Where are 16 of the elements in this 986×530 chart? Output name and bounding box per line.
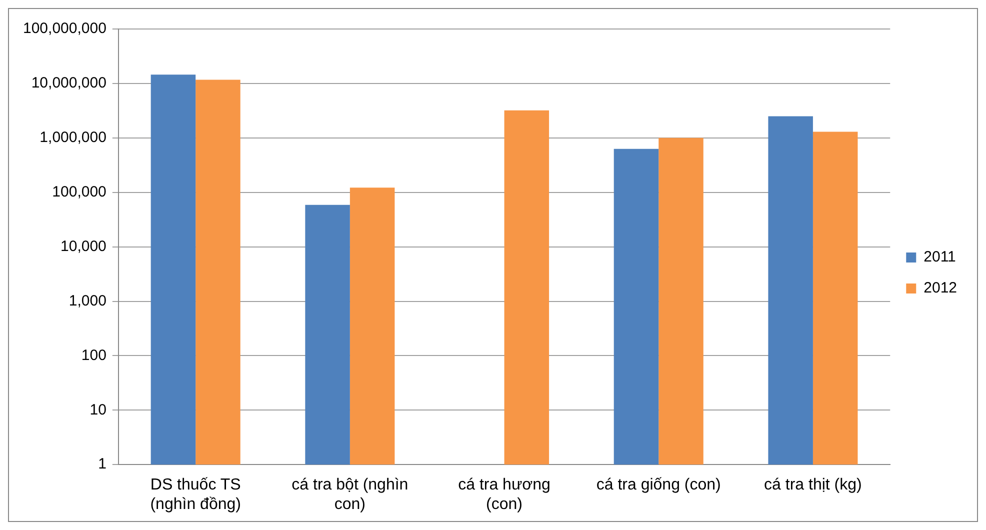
legend-label: 2012 bbox=[924, 280, 958, 297]
y-tick-label: 100 bbox=[81, 346, 106, 364]
y-tick-label: 10,000,000 bbox=[31, 74, 106, 92]
x-tick-label: cá tra giống (con) bbox=[596, 476, 721, 494]
legend-label: 2011 bbox=[924, 248, 956, 266]
y-tick-label: 10 bbox=[90, 401, 106, 418]
y-tick-label: 1 bbox=[98, 456, 106, 473]
y-tick-label: 100,000 bbox=[52, 183, 106, 200]
x-tick-label: cá tra hương (con) bbox=[458, 476, 550, 513]
x-tick-label: DS thuốc TS (nghìn đồng) bbox=[150, 476, 241, 513]
y-tick-label: 100,000,000 bbox=[22, 20, 106, 38]
y-tick-label: 1,000,000 bbox=[40, 129, 106, 146]
x-tick-label: cá tra thịt (kg) bbox=[764, 476, 862, 494]
y-tick-label: 1,000 bbox=[68, 292, 106, 310]
y-tick-label: 10,000 bbox=[60, 238, 106, 255]
x-tick-label: cá tra bột (nghìn con) bbox=[292, 476, 408, 513]
